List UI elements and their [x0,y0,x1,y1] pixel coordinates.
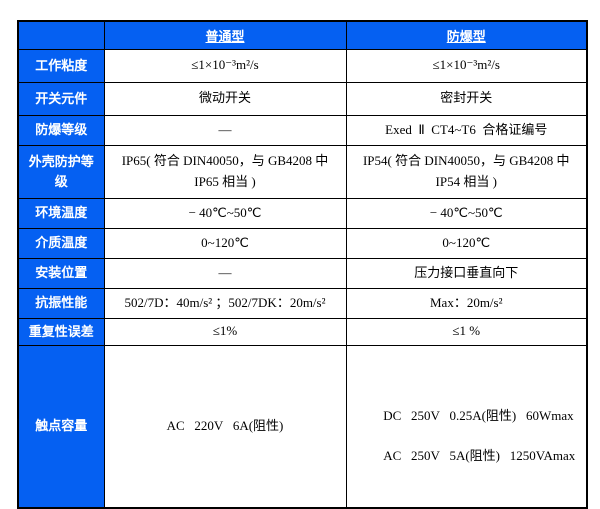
value-viscosity-ex: ≤1×10⁻³m²/s [345,48,588,83]
row-label-switch-element: 开关元件 [17,81,105,116]
value-switch-element-ex: 密封开关 [345,81,588,116]
row-label-explosion-rating: 防爆等级 [17,114,105,146]
row-label-vibration-resistance: 抗振性能 [17,287,105,319]
table-row-contact-capacity: 触点容量 AC 220V 6A(阻性) DC 250V 0.25A(阻性) 60… [17,344,588,509]
column-header-explosionproof-type: 防爆型 [345,20,588,50]
table-row-viscosity: 工作粘度 ≤1×10⁻³m²/s ≤1×10⁻³m²/s [17,48,588,83]
value-mounting-position-ex: 压力接口垂直向下 [345,257,588,289]
value-ambient-temperature-normal: − 40℃~50℃ [103,197,347,229]
value-enclosure-protection-normal: IP65( 符合 DIN40050，与 GB4208 中 IP65 相当 ) [103,144,347,199]
row-label-medium-temperature: 介质温度 [17,227,105,259]
table-row-repeatability-error: 重复性误差 ≤1% ≤1 % [17,317,588,346]
row-label-enclosure-protection: 外壳防护等级 [17,144,105,199]
value-repeatability-error-normal: ≤1% [103,317,347,346]
row-label-ambient-temperature: 环境温度 [17,197,105,229]
corner-cell [17,20,105,50]
row-label-contact-capacity: 触点容量 [17,344,105,509]
table-row-enclosure-protection: 外壳防护等级 IP65( 符合 DIN40050，与 GB4208 中 IP65… [17,144,588,199]
table-row-vibration-resistance: 抗振性能 502/7D：40m/s² ；502/7DK：20m/s² Max：2… [17,287,588,319]
table-header-row: 普通型 防爆型 [17,20,588,50]
value-explosion-rating-normal: — [103,114,347,146]
value-contact-capacity-ex: DC 250V 0.25A(阻性) 60Wmax AC 250V 5A(阻性) … [345,344,588,509]
row-label-repeatability-error: 重复性误差 [17,317,105,346]
value-ambient-temperature-ex: − 40℃~50℃ [345,197,588,229]
value-medium-temperature-ex: 0~120℃ [345,227,588,259]
contact-capacity-ex-lines: DC 250V 0.25A(阻性) 60Wmax AC 250V 5A(阻性) … [357,386,575,487]
row-label-viscosity: 工作粘度 [17,48,105,83]
value-enclosure-protection-ex: IP54( 符合 DIN40050，与 GB4208 中 IP54 相当 ) [345,144,588,199]
spec-table: 普通型 防爆型 工作粘度 ≤1×10⁻³m²/s ≤1×10⁻³m²/s 开关元… [17,20,588,509]
contact-capacity-ex-line-dc: DC 250V 0.25A(阻性) 60Wmax [383,407,574,423]
value-viscosity-normal: ≤1×10⁻³m²/s [103,48,347,83]
table-row-ambient-temperature: 环境温度 − 40℃~50℃ − 40℃~50℃ [17,197,588,229]
value-vibration-resistance-ex: Max：20m/s² [345,287,588,319]
value-switch-element-normal: 微动开关 [103,81,347,116]
value-vibration-resistance-normal: 502/7D：40m/s² ；502/7DK：20m/s² [103,287,347,319]
contact-capacity-ex-line-ac: AC 250V 5A(阻性) 1250VAmax [383,448,576,464]
column-header-normal-type: 普通型 [103,20,347,50]
value-repeatability-error-ex: ≤1 % [345,317,588,346]
value-mounting-position-normal: — [103,257,347,289]
table-row-switch-element: 开关元件 微动开关 密封开关 [17,81,588,116]
table-row-medium-temperature: 介质温度 0~120℃ 0~120℃ [17,227,588,259]
row-label-mounting-position: 安装位置 [17,257,105,289]
value-contact-capacity-normal: AC 220V 6A(阻性) [103,344,347,509]
table-row-mounting-position: 安装位置 — 压力接口垂直向下 [17,257,588,289]
table-row-explosion-rating: 防爆等级 — Exed Ⅱ CT4~T6 合格证编号 [17,114,588,146]
value-medium-temperature-normal: 0~120℃ [103,227,347,259]
value-explosion-rating-ex: Exed Ⅱ CT4~T6 合格证编号 [345,114,588,146]
